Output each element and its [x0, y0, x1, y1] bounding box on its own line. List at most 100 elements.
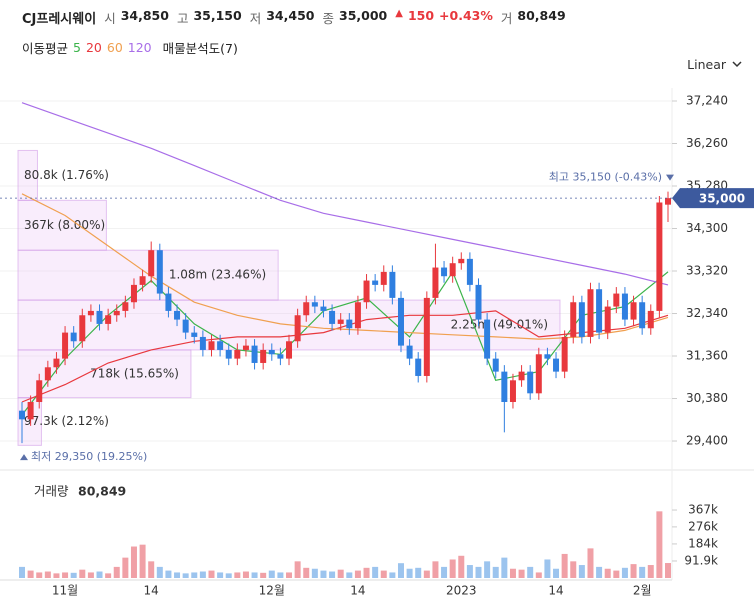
low-arrow: [20, 454, 28, 461]
volume-bar: [527, 566, 534, 578]
quote-label: 고: [176, 11, 189, 26]
ma-legend-item: 60: [106, 40, 123, 55]
y-tick-label: 34,300: [686, 221, 728, 235]
candle-body: [286, 341, 293, 359]
y-tick-label: 31,360: [686, 349, 728, 363]
volume-bar: [518, 569, 525, 578]
ma-line: [21, 270, 669, 416]
last-price-label: 35,000: [699, 192, 745, 206]
candle-body: [441, 267, 448, 277]
volume-profile-bar: [17, 299, 561, 351]
volume-profile-label: 367k (8.00%): [24, 218, 105, 232]
volume-tick-label: 276k: [688, 519, 718, 533]
volume-bar: [415, 567, 422, 578]
change: 150: [407, 8, 435, 23]
candle-body: [105, 315, 112, 324]
candle-body: [423, 297, 430, 376]
candle-body: [96, 310, 103, 324]
volume-bar: [79, 569, 86, 578]
volume-bar: [208, 570, 215, 578]
candle-body: [303, 302, 310, 316]
candle-body: [484, 319, 491, 359]
profile-title[interactable]: 매물분석도(7): [162, 41, 238, 56]
ma-legend-item: 20: [85, 40, 102, 55]
x-tick-label: 14: [144, 584, 159, 598]
volume-bar: [372, 566, 379, 578]
scale-dropdown[interactable]: Linear: [687, 57, 742, 72]
volume-profile-label: 1.08m (23.46%): [169, 268, 266, 282]
x-tick-label: 2월: [633, 584, 652, 598]
ma-legend: 5 20 60 120: [73, 40, 152, 55]
volume-bar: [604, 568, 611, 578]
candle-body: [337, 319, 344, 324]
volume-bar: [242, 571, 249, 578]
candle-body: [458, 258, 465, 264]
volume-bar: [475, 566, 482, 578]
x-tick-label: 2023: [446, 584, 477, 598]
ma-title[interactable]: 이동평균: [22, 41, 69, 56]
volume-bar: [389, 572, 396, 578]
quote-items: 시 34,850 고 35,150 저 34,450 종 35,000 ▲ 150 +0.43% 거 8…: [104, 8, 568, 27]
volume-bar: [174, 572, 181, 578]
y-tick-label: 35,280: [686, 179, 728, 193]
candle-body: [36, 380, 43, 402]
volume-bar: [36, 572, 43, 578]
candle-body: [329, 310, 336, 324]
volume-bar: [70, 572, 77, 578]
volume-bar: [191, 572, 198, 578]
volume-bar: [320, 570, 327, 578]
candle-body: [449, 263, 456, 277]
volume-bar: [596, 566, 603, 578]
volume-bar: [492, 566, 499, 578]
volume-bar: [53, 573, 60, 578]
candle-body: [578, 302, 585, 337]
candle-body: [113, 310, 120, 316]
chevron: [732, 61, 742, 68]
volume-bar: [311, 568, 318, 578]
candle-body: [380, 271, 387, 285]
volume-bar: [656, 511, 663, 578]
volume-bar: [260, 572, 267, 578]
candle-body: [397, 297, 404, 346]
volume-bar: [182, 573, 189, 578]
quote-header: CJ프레시웨이 시 34,850 고 35,150 저 34,450 종 35,000 ▲ 150…: [22, 8, 569, 27]
volume-bar: [466, 565, 473, 578]
last-price-tag: [672, 188, 754, 209]
volume-bar: [329, 571, 336, 578]
candle-body: [406, 345, 413, 359]
candle-body: [70, 332, 77, 342]
ma-line: [21, 193, 669, 340]
ma-line: [21, 310, 669, 403]
high-arrow: [666, 174, 674, 181]
candle-body: [44, 367, 51, 381]
volume-profile-bar: [17, 397, 42, 446]
volume-bar: [199, 571, 206, 578]
candle-body: [19, 410, 25, 420]
candle-body: [191, 332, 198, 337]
low-annotation: 최저 29,350 (19.25%): [31, 450, 147, 463]
candle-body: [346, 319, 353, 329]
quote-label: 저: [249, 11, 262, 26]
candle-body: [87, 310, 94, 316]
volume-bar: [630, 564, 637, 578]
candle-body: [311, 302, 318, 307]
volume-bar: [27, 570, 34, 578]
volume-bar: [397, 563, 404, 578]
volume-bar: [277, 572, 284, 578]
volume-bar: [19, 566, 25, 578]
scale-mode[interactable]: Linear: [687, 57, 726, 72]
volume-bar: [156, 566, 163, 578]
volume-bar: [363, 567, 370, 578]
candle-body: [596, 289, 603, 333]
candle-body: [79, 315, 86, 342]
candle-body: [570, 302, 577, 337]
candle-body: [148, 250, 155, 277]
volume-bar: [621, 567, 628, 578]
candle-body: [466, 258, 473, 285]
change-pct: +0.43%: [439, 8, 493, 23]
high-annotation: 최고 35,150 (-0.43%): [549, 171, 662, 184]
volume-bar: [139, 544, 146, 578]
volume-bar: [423, 570, 430, 578]
volume-bar: [148, 561, 155, 578]
